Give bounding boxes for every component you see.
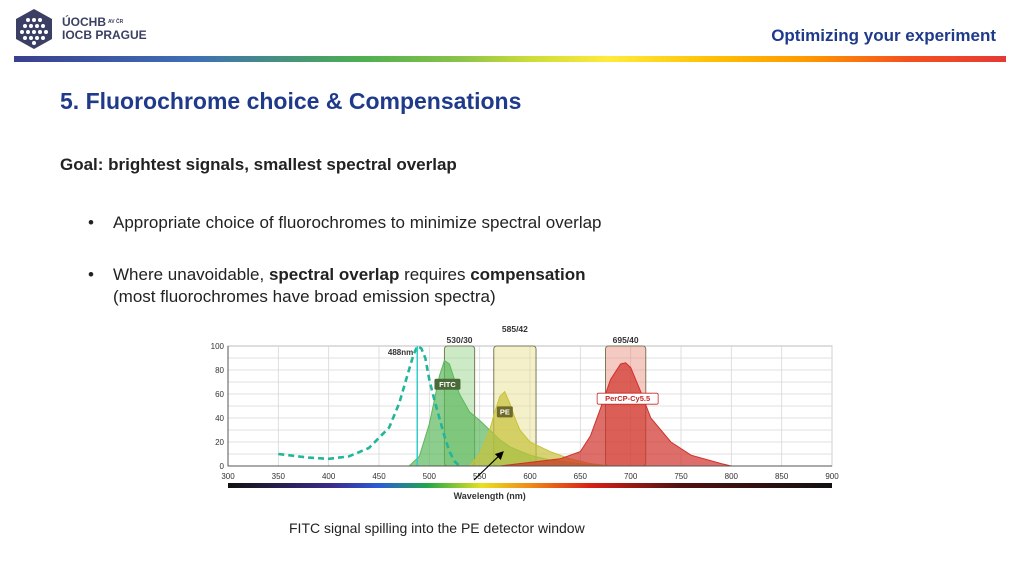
- filter-label: 585/42: [502, 324, 528, 334]
- bullet-2-keyword-overlap: spectral overlap: [268, 265, 400, 284]
- x-tick-label: 400: [322, 472, 336, 481]
- x-tick-label: 800: [725, 472, 739, 481]
- goal-statement: Goal: brightest signals, smallest spectr…: [60, 155, 457, 174]
- x-tick-label: 500: [423, 472, 437, 481]
- x-tick-label: 300: [221, 472, 235, 481]
- excitation-curve: [278, 344, 461, 467]
- filter-label: 695/40: [613, 335, 639, 345]
- logo-hexagon-icon: [16, 9, 52, 49]
- bullet-2-part-a: Where unavoidable,: [113, 265, 269, 284]
- bullet-2-part-c: requires: [399, 265, 471, 284]
- y-tick-label: 80: [215, 366, 224, 375]
- spectrum-bar: [228, 483, 832, 488]
- x-tick-label: 600: [523, 472, 537, 481]
- series-tag-label: PE: [500, 407, 510, 416]
- y-tick-label: 40: [215, 414, 224, 423]
- bullet-marker: •: [88, 265, 94, 284]
- laser-label: 488nm: [388, 348, 413, 357]
- series-tag-label: FITC: [439, 380, 456, 389]
- x-tick-label: 700: [624, 472, 638, 481]
- y-tick-label: 100: [211, 342, 225, 351]
- x-tick-label: 750: [674, 472, 688, 481]
- slide-title: 5. Fluorochrome choice & Compensations: [60, 88, 522, 114]
- bullet-2-keyword-compensation: compensation: [470, 265, 586, 284]
- bullet-2-text: Where unavoidable, spectral overlap requ…: [113, 264, 585, 308]
- institute-logo: ÚOCHB AV ČR IOCB PRAGUE: [14, 8, 147, 50]
- spectrum-chart: 300 350 400 450 500 550 600 650 700 750 800 850 900 0…: [211, 324, 840, 501]
- rainbow-divider: [14, 56, 1006, 62]
- spillover-arrow: [473, 451, 504, 481]
- y-tick-label: 20: [215, 438, 224, 447]
- series-tag-box: [496, 406, 513, 418]
- x-tick-label: 350: [272, 472, 286, 481]
- x-tick-label: 650: [574, 472, 588, 481]
- x-tick-label: 450: [372, 472, 386, 481]
- section-title: Optimizing your experiment: [771, 26, 996, 45]
- x-tick-label: 550: [473, 472, 487, 481]
- logo-line1-sub: AV ČR: [108, 19, 124, 26]
- emission-curve-percp-cy5-5: [499, 362, 732, 467]
- bullet-2-subline: (most fluorochromes have broad emission …: [113, 287, 496, 306]
- series-tag-box: [434, 378, 461, 390]
- bullet-marker: •: [88, 213, 94, 232]
- logo-line2: IOCB PRAGUE: [62, 28, 147, 43]
- x-tick-label: 900: [825, 472, 839, 481]
- chart-caption: FITC signal spilling into the PE detecto…: [289, 520, 585, 536]
- bullet-1-text: Appropriate choice of fluorochromes to m…: [113, 213, 602, 232]
- series-tag-label: PerCP-Cy5.5: [605, 394, 650, 403]
- x-axis-label: Wavelength (nm): [454, 491, 526, 501]
- y-tick-label: 0: [220, 462, 225, 471]
- x-tick-label: 850: [775, 472, 789, 481]
- filter-label: 530/30: [447, 335, 473, 345]
- series-tag-box: [596, 392, 659, 405]
- logo-line1: ÚOCHB: [62, 14, 106, 29]
- y-tick-label: 60: [215, 390, 224, 399]
- logo-text: ÚOCHB AV ČR IOCB PRAGUE: [62, 14, 147, 43]
